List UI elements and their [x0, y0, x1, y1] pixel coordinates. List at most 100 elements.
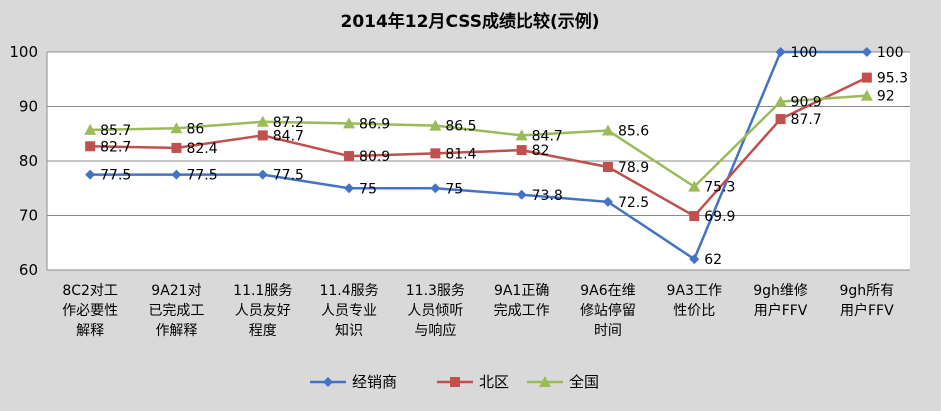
x-tick-label: 9gh维修用户FFV: [753, 283, 808, 319]
legend-label: 经销商: [352, 373, 397, 391]
x-tick-line: 人员专业: [321, 303, 377, 319]
data-point: [602, 161, 613, 172]
x-tick-line: 9A6在维: [580, 283, 635, 299]
data-point: [689, 254, 700, 265]
legend-marker: [323, 377, 333, 387]
x-tick-label: 11.4服务人员专业知识: [319, 283, 378, 339]
data-point: [85, 169, 96, 180]
data-label: 82: [532, 143, 550, 159]
x-tick-line: 知识: [335, 322, 363, 339]
x-tick-label: 9A1正确完成工作: [494, 283, 550, 319]
y-tick-label: 90: [19, 98, 38, 116]
data-point: [861, 72, 872, 83]
data-label: 86.9: [359, 116, 390, 132]
x-tick-line: 用户FFV: [754, 302, 808, 319]
x-tick-label: 9A3工作性价比: [667, 283, 722, 319]
data-point: [515, 129, 528, 141]
x-tick-line: 人员友好: [235, 303, 291, 319]
legend-label: 北区: [479, 373, 509, 391]
x-tick-label: 9gh所有用户FFV: [840, 283, 895, 319]
x-tick-line: 9A21对: [151, 283, 201, 299]
data-label: 92: [877, 89, 895, 105]
y-axis-ticks: 60 70 80 90 100: [9, 43, 38, 279]
data-point: [257, 169, 268, 180]
x-tick-line: 作解释: [155, 323, 197, 339]
x-tick-line: 时间: [594, 323, 622, 339]
data-point: [688, 180, 701, 192]
data-label: 86: [186, 121, 204, 137]
data-labels-group: 77.5 77.5 77.5 75 75 73.8 72.5 62 100 100 82.7 82.4…: [100, 45, 908, 268]
data-label: 75.3: [704, 180, 735, 196]
data-label: 77.5: [186, 168, 217, 184]
data-label: 73.8: [532, 188, 563, 204]
data-label: 84.7: [273, 128, 304, 144]
data-label: 75: [359, 181, 377, 197]
data-point: [860, 89, 873, 101]
data-point: [775, 47, 786, 57]
legend-label: 全国: [569, 373, 599, 391]
data-label: 95.3: [877, 71, 908, 87]
data-label: 90.9: [791, 95, 822, 111]
data-point: [256, 115, 269, 127]
x-tick-line: 11.1服务: [233, 283, 292, 299]
series-line-1: [90, 76, 868, 218]
data-label: 85.6: [618, 123, 649, 139]
data-point: [775, 114, 786, 125]
y-tick-label: 100: [9, 43, 38, 61]
x-tick-line: 11.3服务: [406, 283, 465, 299]
data-label: 77.5: [100, 168, 131, 184]
data-point: [343, 117, 356, 129]
x-tick-line: 11.4服务: [319, 283, 378, 299]
x-tick-line: 9gh维修: [753, 283, 808, 299]
x-tick-line: 修站停留: [580, 302, 636, 319]
data-label: 87.7: [791, 112, 822, 128]
series-line-2: [90, 94, 867, 188]
data-point: [429, 119, 442, 131]
x-tick-line: 完成工作: [494, 303, 550, 319]
data-label: 82.7: [100, 139, 131, 155]
x-tick-label: 9A21对已完成工作解释: [148, 283, 204, 339]
data-label: 80.9: [359, 149, 390, 165]
data-point: [344, 183, 355, 194]
data-point: [171, 169, 182, 180]
data-label: 86.5: [445, 119, 476, 135]
data-point: [516, 145, 527, 156]
data-point: [861, 47, 872, 57]
data-point: [170, 122, 183, 134]
x-tick-line: 已完成工: [148, 303, 204, 319]
x-tick-line: 用户FFV: [840, 302, 894, 319]
data-label: 100: [877, 45, 904, 61]
data-point: [84, 123, 97, 135]
legend: 经销商 北区 全国: [310, 373, 599, 391]
x-tick-label: 9A6在维修站停留时间: [580, 283, 636, 339]
data-label: 85.7: [100, 123, 131, 139]
data-point: [85, 141, 96, 152]
x-tick-line: 性价比: [673, 303, 715, 319]
series-group: [84, 47, 873, 265]
data-label: 100: [791, 45, 818, 61]
data-label: 82.4: [186, 141, 217, 157]
data-point: [602, 196, 613, 207]
x-tick-line: 解释: [76, 323, 104, 339]
data-label: 78.9: [618, 160, 649, 176]
y-tick-label: 60: [19, 261, 38, 279]
x-tick-line: 9gh所有: [840, 283, 895, 299]
data-label: 72.5: [618, 195, 649, 211]
x-tick-line: 作必要性: [62, 303, 118, 319]
x-tick-line: 8C2对工: [62, 283, 118, 299]
legend-marker: [450, 377, 460, 387]
data-label: 69.9: [704, 209, 735, 225]
data-point: [430, 183, 441, 194]
data-point: [689, 211, 700, 222]
gridlines: [46, 51, 910, 271]
y-tick-label: 70: [19, 207, 38, 225]
data-point: [516, 189, 527, 200]
data-label: 77.5: [273, 168, 304, 184]
x-tick-line: 程度: [249, 323, 277, 339]
data-point: [171, 142, 182, 153]
legend-marker: [539, 376, 551, 387]
data-point: [601, 124, 614, 136]
data-point: [774, 95, 787, 107]
data-point: [257, 130, 268, 141]
